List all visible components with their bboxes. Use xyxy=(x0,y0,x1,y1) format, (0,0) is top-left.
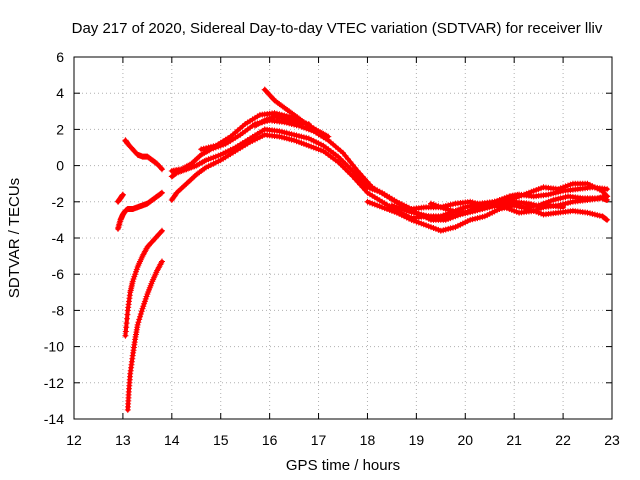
plus-markers xyxy=(428,200,567,216)
plus-markers xyxy=(122,227,165,339)
series-track-14 xyxy=(428,200,567,216)
y-tick-label: -4 xyxy=(52,230,65,246)
series-track-10 xyxy=(261,86,327,140)
y-tick-label: -10 xyxy=(44,339,64,355)
y-tick-label: 0 xyxy=(56,158,64,174)
plus-markers xyxy=(115,191,126,205)
y-tick-label: -8 xyxy=(52,302,65,318)
x-tick-label: 12 xyxy=(66,432,82,448)
y-axis-label: SDTVAR / TECUs xyxy=(6,178,23,298)
y-tick-label: -14 xyxy=(44,411,64,427)
series-track-1 xyxy=(115,191,126,205)
x-tick-label: 19 xyxy=(409,432,425,448)
x-tick-label: 14 xyxy=(164,432,180,448)
y-tick-label: -6 xyxy=(52,266,65,282)
y-tick-label: 2 xyxy=(56,121,64,137)
x-tick-label: 13 xyxy=(115,432,131,448)
x-axis-label: GPS time / hours xyxy=(286,457,400,474)
x-tick-label: 16 xyxy=(262,432,278,448)
x-tick-label: 17 xyxy=(311,432,327,448)
x-tick-label: 15 xyxy=(213,432,229,448)
plus-markers xyxy=(124,258,165,413)
y-tick-label: -2 xyxy=(52,194,65,210)
series-track-3 xyxy=(122,137,165,173)
x-tick-label: 22 xyxy=(555,432,571,448)
plus-markers xyxy=(115,189,165,232)
x-tick-label: 18 xyxy=(360,432,376,448)
plus-markers xyxy=(252,113,312,129)
data-series xyxy=(115,86,611,413)
y-tick-label: 6 xyxy=(56,49,64,65)
x-tick-label: 21 xyxy=(506,432,522,448)
series-track-5 xyxy=(124,258,165,413)
y-tick-label: -12 xyxy=(44,375,64,391)
plot-frame xyxy=(73,56,613,420)
x-tick-label: 20 xyxy=(457,432,473,448)
chart-title: Day 217 of 2020, Sidereal Day-to-day VTE… xyxy=(72,20,603,37)
series-track-4 xyxy=(122,227,165,339)
x-tick-label: 23 xyxy=(604,432,620,448)
y-tick-label: 4 xyxy=(56,85,64,101)
series-track-11 xyxy=(252,113,312,129)
axis-ticks: 12 13 14 15 16 17 18 19 20 21 22 23-14-12-10-8-6-4-… xyxy=(44,49,620,448)
series-track-2 xyxy=(115,189,165,232)
plus-markers xyxy=(122,137,165,173)
